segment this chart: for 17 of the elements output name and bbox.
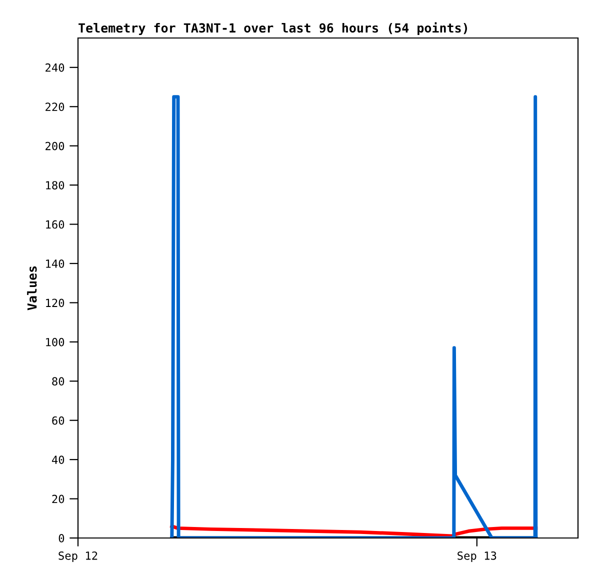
y-tick-label: 180 xyxy=(46,181,64,190)
x-tick-label: Sep 12 xyxy=(58,551,98,562)
y-tick-label: 160 xyxy=(46,220,64,229)
y-tick-label: 220 xyxy=(46,102,64,112)
y-tick-label: 60 xyxy=(52,416,64,425)
y-tick-label: 80 xyxy=(52,377,64,386)
x-tick-label: Sep 13 xyxy=(458,551,496,562)
y-tick-label: 100 xyxy=(46,338,64,346)
y-tick-label: 20 xyxy=(52,494,64,504)
y-tick-label: 0 xyxy=(58,534,64,542)
y-tick-label: 200 xyxy=(46,142,64,150)
y-tick-label: 140 xyxy=(46,259,64,268)
chart-title: Telemetry for TA3NT-1 over last 96 hours (54 points) xyxy=(78,22,467,36)
y-axis-title: Values xyxy=(27,266,37,310)
y-tick-label: 40 xyxy=(52,456,64,464)
y-tick-label: 120 xyxy=(46,298,64,308)
y-tick-label: 240 xyxy=(46,63,64,72)
